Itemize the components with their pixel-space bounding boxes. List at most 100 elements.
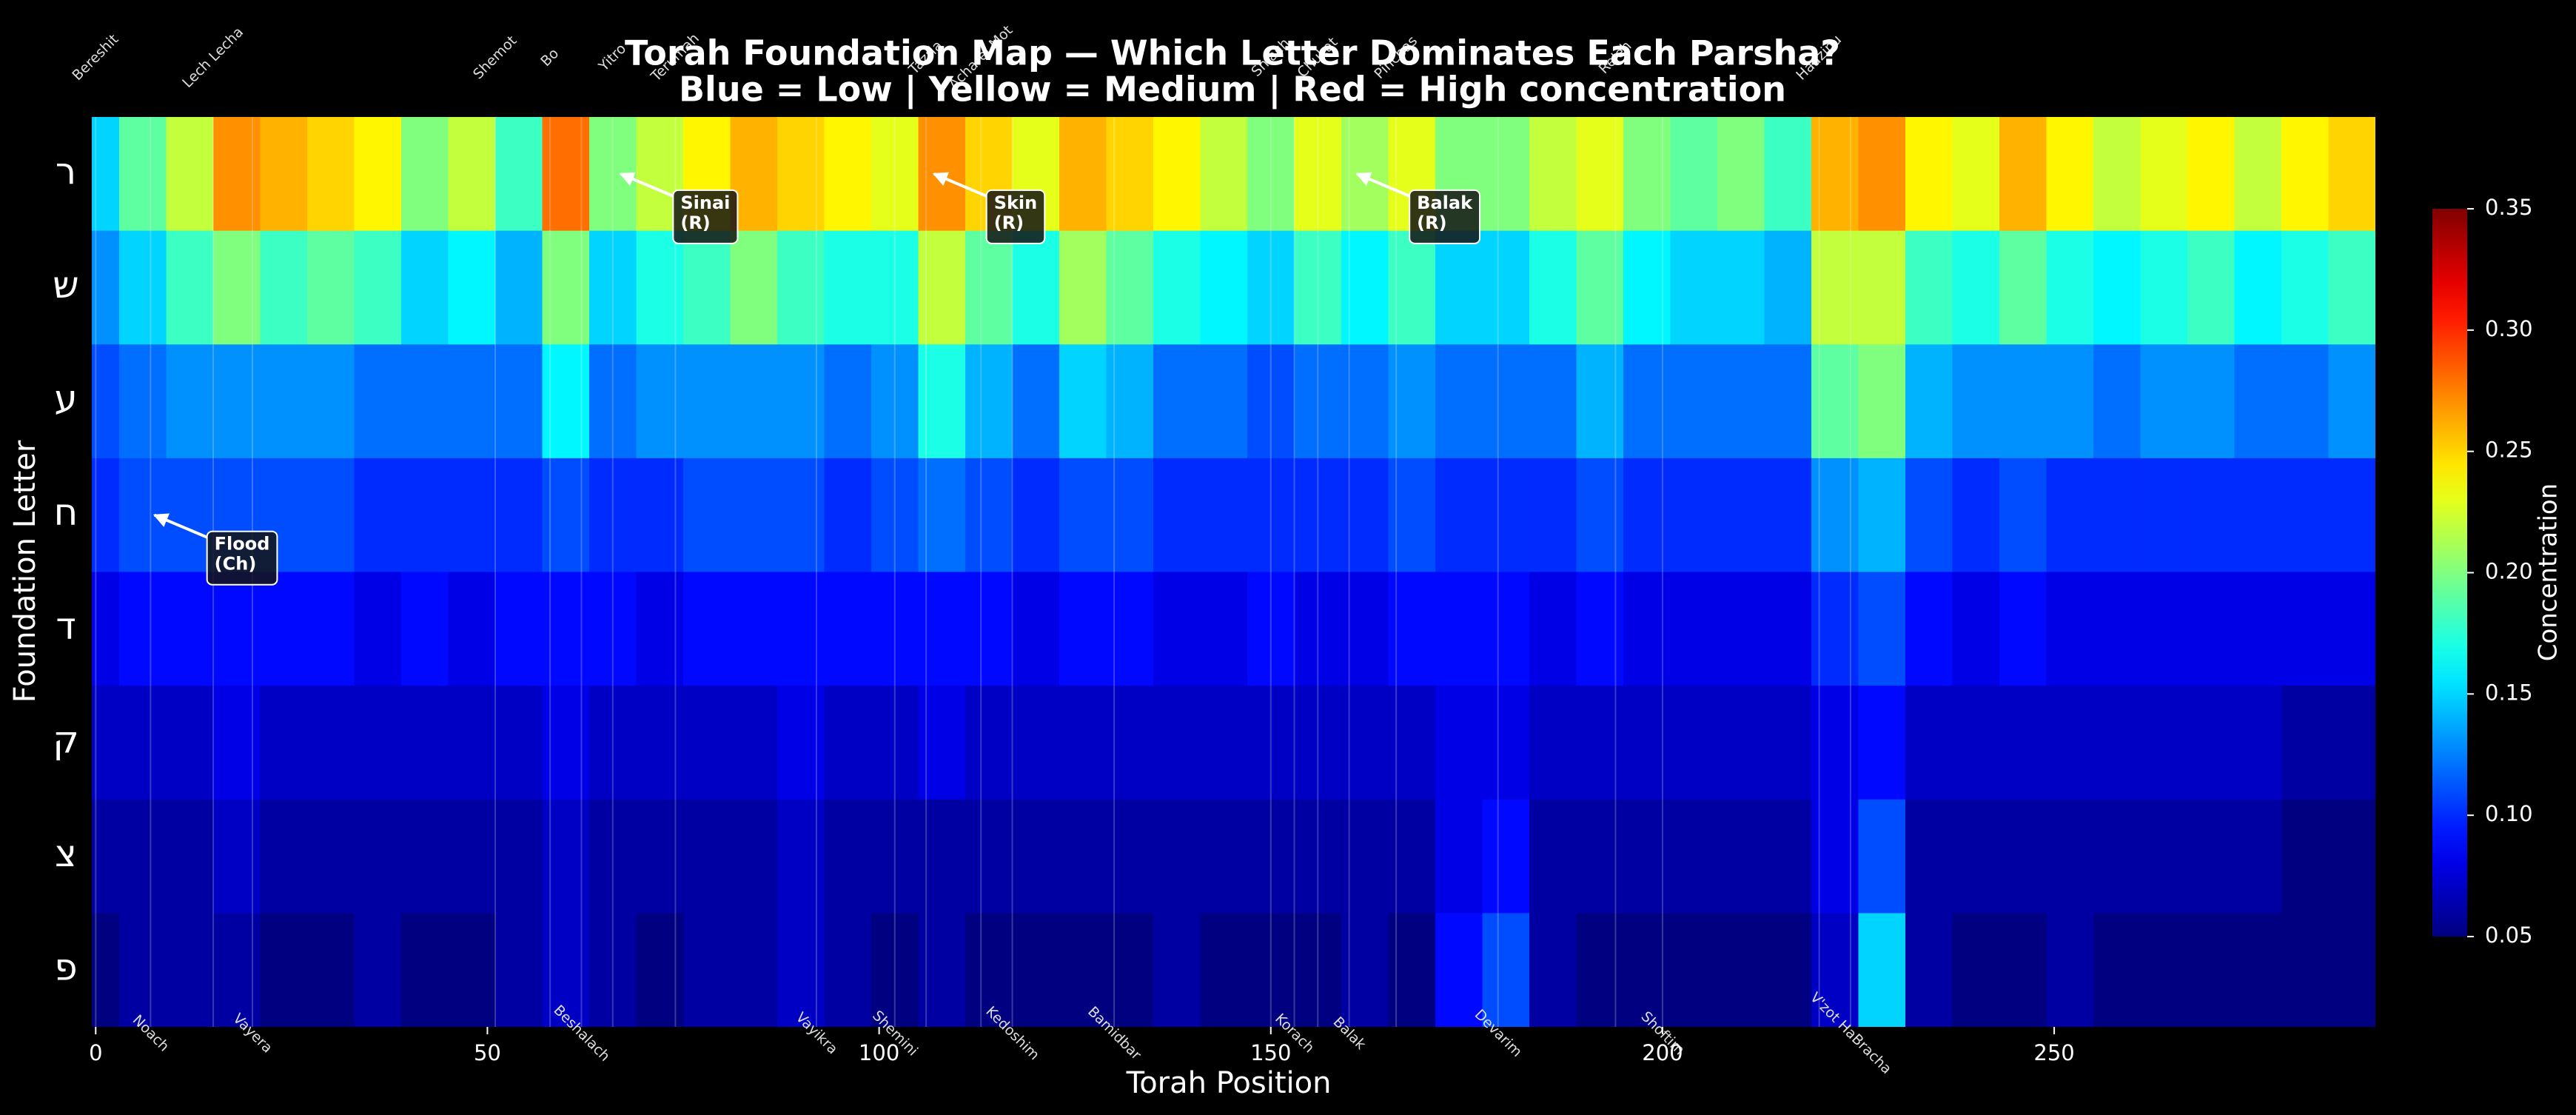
heat-cell: [92, 686, 120, 800]
heat-cell: [1717, 230, 1765, 345]
heat-cell: [448, 572, 496, 686]
heat-cell: [1905, 458, 1953, 573]
heat-cell: [1247, 572, 1295, 686]
heat-cell: [1858, 572, 1906, 686]
annotation-text: (R): [1417, 212, 1446, 233]
heat-cell: [1858, 686, 1906, 800]
heat-cell: [2328, 686, 2375, 800]
heat-cell: [1717, 572, 1765, 686]
heat-cell: [1059, 458, 1107, 573]
heat-cell: [777, 913, 825, 1027]
chart-subtitle: Blue = Low | Yellow = Medium | Red = Hig…: [679, 70, 1786, 110]
heat-cell: [2187, 458, 2235, 573]
heat-cell: [1294, 230, 1342, 345]
heat-cell: [1012, 686, 1060, 800]
annotation-text: (R): [994, 212, 1024, 233]
heat-cell: [166, 572, 214, 686]
heat-cell: [119, 799, 167, 914]
heat-cell: [1811, 686, 1859, 800]
heat-cell: [401, 913, 449, 1027]
heat-cell: [1717, 686, 1765, 800]
annotation-arrow: [932, 172, 987, 198]
heat-cell: [2140, 686, 2188, 800]
heat-cell: [683, 572, 731, 686]
heat-cell: [1435, 458, 1483, 573]
heat-cell: [777, 458, 825, 573]
heat-cell: [1247, 913, 1295, 1027]
heat-cell: [92, 913, 120, 1027]
heat-cell: [1435, 572, 1483, 686]
heat-cell: [448, 913, 496, 1027]
heat-cell: [1811, 458, 1859, 573]
heat-cell: [1952, 686, 2000, 800]
heat-cell: [2046, 458, 2094, 573]
heat-cell: [1106, 913, 1154, 1027]
heat-cell: [92, 458, 120, 573]
heat-cell: [354, 686, 402, 800]
heat-cell: [918, 799, 966, 914]
annotation-box: [672, 189, 739, 244]
heat-cell: [92, 344, 120, 459]
heat-cell: [1012, 458, 1060, 573]
heat-cell: [2187, 572, 2235, 686]
heat-cell: [401, 230, 449, 345]
heat-cell: [2046, 686, 2094, 800]
heat-cell: [1811, 799, 1859, 914]
heat-cell: [1482, 344, 1530, 459]
x-tick-label: 250: [2033, 1040, 2074, 1065]
heat-cell: [1153, 117, 1201, 232]
heat-cell: [636, 799, 684, 914]
heat-cell: [495, 117, 543, 232]
heat-cell: [777, 686, 825, 800]
heat-cell: [683, 230, 731, 345]
heat-cell: [2093, 572, 2141, 686]
heat-cell: [636, 572, 684, 686]
heat-cell: [1576, 117, 1624, 232]
heat-cell: [871, 799, 919, 914]
heat-cell: [2187, 344, 2235, 459]
heat-cell: [119, 230, 167, 345]
annotation-text: Flood: [215, 534, 270, 555]
heat-cell: [1529, 686, 1577, 800]
heat-cell: [730, 344, 778, 459]
heat-cell: [1529, 913, 1577, 1027]
heat-cell: [2234, 117, 2282, 232]
heat-cell: [2140, 117, 2188, 232]
heat-cell: [777, 117, 825, 232]
heat-cell: [166, 686, 214, 800]
annotation-text: Balak: [1417, 192, 1473, 213]
heat-cell: [1388, 686, 1436, 800]
heat-cell: [401, 458, 449, 573]
x-tick-label: 200: [1642, 1040, 1683, 1065]
heat-cell: [354, 230, 402, 345]
heat-cell: [1482, 799, 1530, 914]
heat-cell: [1200, 913, 1248, 1027]
heat-cell: [1576, 913, 1624, 1027]
heat-cell: [1670, 913, 1718, 1027]
heat-cell: [824, 344, 872, 459]
heat-cell: [166, 344, 214, 459]
heat-cell: [1670, 344, 1718, 459]
heat-cell: [213, 230, 261, 345]
heat-cell: [401, 344, 449, 459]
heat-cell: [1623, 117, 1671, 232]
y-axis-label: Foundation Letter: [8, 440, 42, 703]
colorbar-tick-label: 0.10: [2485, 801, 2533, 826]
heat-cell: [1670, 230, 1718, 345]
heat-cell: [542, 572, 590, 686]
heat-cell: [1858, 913, 1906, 1027]
heat-cell: [495, 799, 543, 914]
heat-cell: [2046, 230, 2094, 345]
heat-cell: [2046, 913, 2094, 1027]
heat-cell: [213, 117, 261, 232]
heat-cell: [119, 344, 167, 459]
heat-cell: [260, 913, 308, 1027]
heat-cell: [1529, 799, 1577, 914]
heat-cell: [307, 913, 355, 1027]
heat-cell: [1576, 458, 1624, 573]
annotation-text: (R): [680, 212, 710, 233]
heat-cell: [1529, 230, 1577, 345]
heat-cell: [1200, 230, 1248, 345]
heat-cell: [119, 686, 167, 800]
heat-cell: [2234, 572, 2282, 686]
